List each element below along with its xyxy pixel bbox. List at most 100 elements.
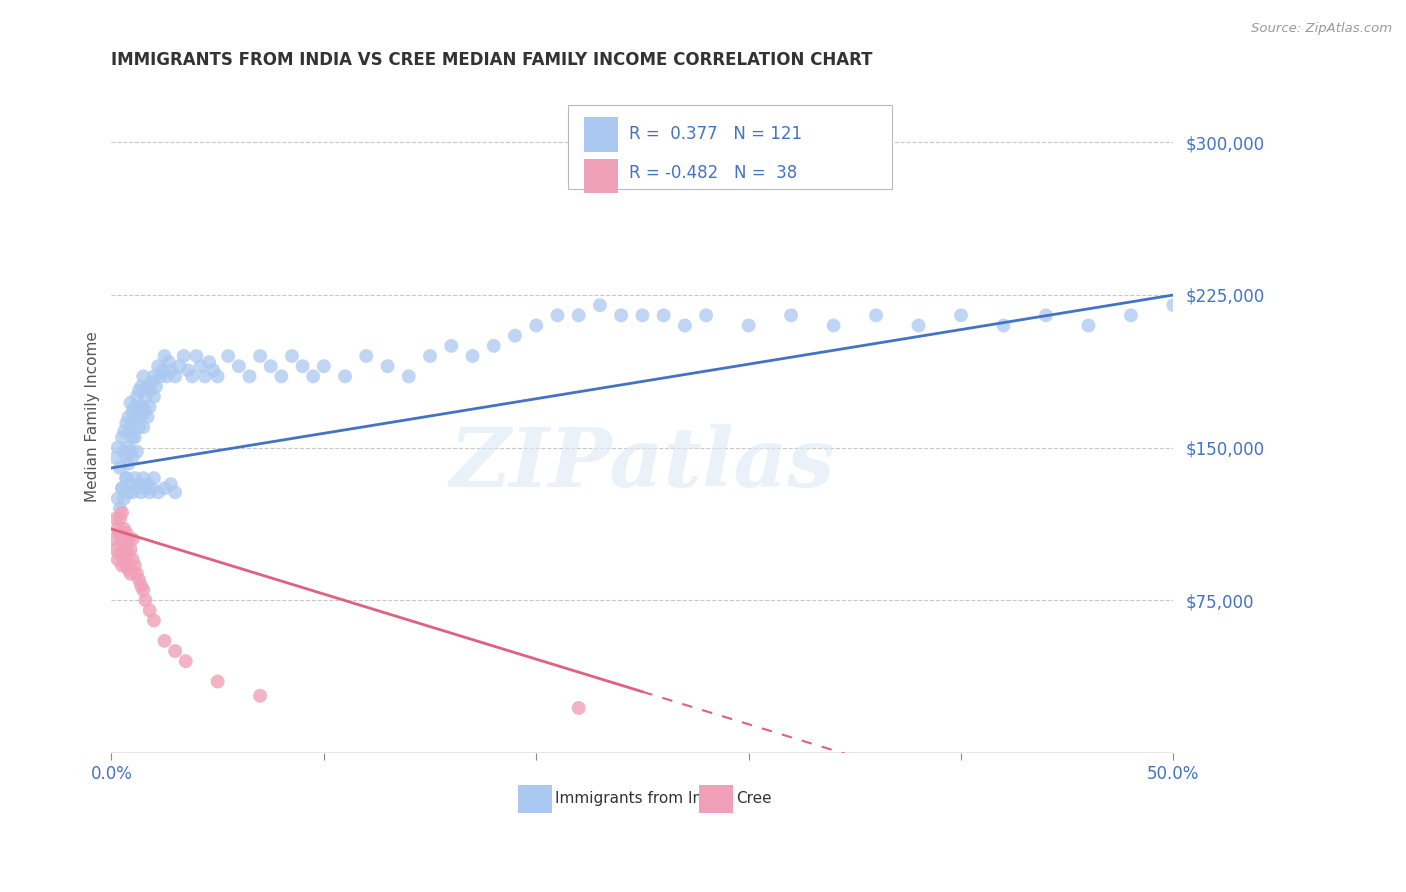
Point [524, 318, 547, 333]
Point [950, 308, 973, 322]
Point [128, 384, 150, 398]
Point [823, 318, 845, 333]
Point [124, 400, 146, 414]
Point [136, 477, 159, 491]
Point [146, 359, 169, 374]
Point [136, 410, 159, 425]
Point [142, 614, 165, 628]
Point [141, 481, 163, 495]
Point [115, 471, 138, 485]
Point [780, 308, 803, 322]
Point [398, 369, 420, 384]
Point [153, 481, 176, 495]
Point [174, 654, 197, 668]
Point [125, 410, 148, 425]
Point [281, 349, 304, 363]
Point [181, 369, 204, 384]
Point [291, 359, 314, 374]
Point [132, 420, 155, 434]
Point [121, 416, 143, 430]
Point [111, 481, 134, 495]
Point [112, 552, 135, 566]
Point [111, 506, 134, 520]
Point [104, 450, 127, 465]
Point [260, 359, 283, 374]
Point [120, 542, 142, 557]
Point [194, 369, 217, 384]
Point [138, 400, 160, 414]
Point [112, 444, 135, 458]
Point [117, 410, 139, 425]
Text: R =  0.377   N = 121: R = 0.377 N = 121 [628, 125, 801, 143]
Point [132, 471, 155, 485]
Point [146, 485, 169, 500]
Point [907, 318, 929, 333]
Point [419, 349, 441, 363]
Point [117, 546, 139, 560]
Point [115, 558, 138, 573]
Point [503, 328, 526, 343]
Point [125, 566, 148, 581]
Point [217, 349, 239, 363]
Text: ZIPatlas: ZIPatlas [450, 424, 835, 504]
Point [108, 512, 131, 526]
Point [132, 400, 155, 414]
Point [142, 471, 165, 485]
Point [111, 481, 134, 495]
FancyBboxPatch shape [699, 785, 733, 814]
Point [312, 359, 335, 374]
Point [1077, 318, 1099, 333]
Point [112, 538, 135, 552]
Text: Immigrants from India: Immigrants from India [555, 791, 725, 805]
FancyBboxPatch shape [519, 785, 553, 814]
Point [302, 369, 325, 384]
Point [107, 522, 129, 536]
Point [129, 579, 152, 593]
Point [128, 477, 150, 491]
Point [108, 461, 131, 475]
Point [1035, 308, 1057, 322]
Point [482, 339, 505, 353]
Point [169, 359, 191, 374]
Point [1163, 298, 1185, 312]
Point [138, 384, 160, 398]
Point [121, 430, 143, 444]
Point [568, 701, 591, 715]
Point [121, 485, 143, 500]
Point [112, 491, 135, 506]
Point [356, 349, 378, 363]
Point [142, 369, 165, 384]
FancyBboxPatch shape [583, 117, 619, 152]
Point [117, 441, 139, 455]
Point [652, 308, 675, 322]
Point [129, 410, 152, 425]
Point [104, 542, 127, 557]
Point [120, 425, 142, 439]
Point [165, 369, 187, 384]
Point [377, 359, 399, 374]
Point [129, 379, 152, 393]
Point [107, 441, 129, 455]
Point [115, 450, 138, 465]
Point [134, 481, 156, 495]
Point [125, 444, 148, 458]
Point [249, 689, 271, 703]
Text: IMMIGRANTS FROM INDIA VS CREE MEDIAN FAMILY INCOME CORRELATION CHART: IMMIGRANTS FROM INDIA VS CREE MEDIAN FAM… [111, 51, 873, 69]
Point [121, 450, 143, 465]
Point [128, 420, 150, 434]
Point [117, 532, 139, 546]
Point [165, 485, 187, 500]
Point [228, 359, 250, 374]
Point [125, 390, 148, 404]
Point [136, 379, 159, 393]
Point [207, 674, 229, 689]
Point [207, 369, 229, 384]
Point [145, 379, 167, 393]
Point [190, 359, 212, 374]
Point [160, 363, 183, 377]
Point [117, 485, 139, 500]
Point [111, 430, 134, 444]
Point [124, 558, 146, 573]
Point [157, 355, 180, 369]
Text: Source: ZipAtlas.com: Source: ZipAtlas.com [1251, 22, 1392, 36]
